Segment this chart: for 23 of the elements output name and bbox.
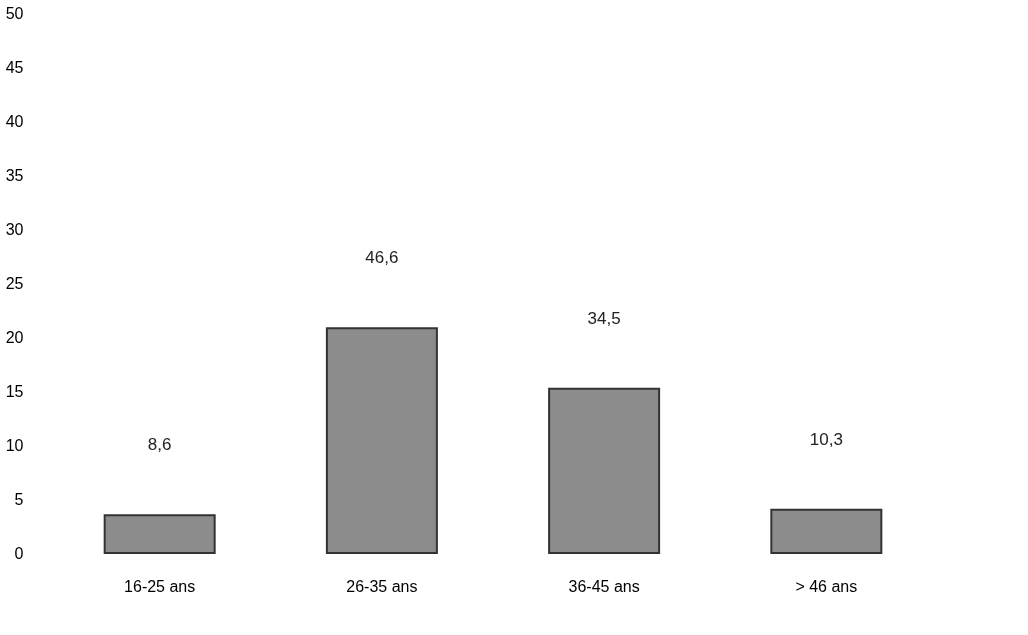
bar bbox=[548, 387, 661, 554]
x-tick-label: 16-25 ans bbox=[124, 577, 196, 595]
x-tick-label: 26-35 ans bbox=[346, 577, 418, 595]
y-tick-label: 10 bbox=[5, 436, 24, 454]
y-tick-label: 5 bbox=[14, 490, 24, 508]
y-tick-label: 50 bbox=[5, 4, 24, 22]
bar bbox=[770, 508, 883, 554]
bar bbox=[103, 514, 216, 554]
y-tick-label: 30 bbox=[5, 220, 24, 238]
annotation: 34,5 bbox=[587, 308, 621, 328]
annotation: 10,3 bbox=[809, 429, 843, 449]
bar bbox=[325, 327, 438, 554]
y-tick-label: 25 bbox=[5, 274, 24, 292]
y-tick-label: 15 bbox=[5, 382, 24, 400]
y-tick-label: 35 bbox=[5, 166, 24, 184]
y-tick-label: 20 bbox=[5, 328, 24, 346]
x-tick-label: > 46 ans bbox=[795, 577, 858, 595]
x-tick-label: 36-45 ans bbox=[568, 577, 640, 595]
y-tick-label: 45 bbox=[5, 58, 24, 76]
annotation: 46,6 bbox=[365, 248, 399, 268]
annotation: 8,6 bbox=[147, 435, 172, 455]
y-tick-label: 0 bbox=[14, 544, 24, 562]
y-tick-label: 40 bbox=[5, 112, 24, 130]
